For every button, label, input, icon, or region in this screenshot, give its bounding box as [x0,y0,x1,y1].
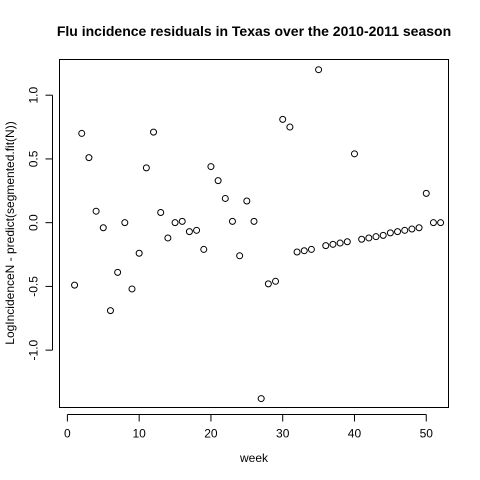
data-point [336,239,344,247]
x-tick-label: 10 [132,427,146,441]
data-point [358,235,366,243]
data-point [401,226,409,234]
data-point [300,247,308,255]
data-point [365,234,373,242]
data-point [315,66,323,74]
data-point [150,128,158,136]
data-point [236,252,244,260]
data-point [164,234,172,242]
data-point [307,245,315,253]
data-point [207,163,215,171]
y-tick-label: -0.5 [27,276,41,297]
plot-area-border [59,59,449,408]
x-tick-label: 20 [204,427,218,441]
data-point [142,164,150,172]
data-point [71,281,79,289]
data-point [171,219,179,227]
data-point [386,229,394,237]
data-point [286,123,294,131]
x-tick-label: 0 [64,427,71,441]
data-point [322,242,330,250]
data-point [228,217,236,225]
data-point [106,307,114,315]
data-point [99,224,107,232]
data-point [157,208,165,216]
data-point [200,245,208,253]
x-tick-label: 30 [276,427,290,441]
data-point [437,219,445,227]
y-tick-label: 0.0 [27,214,41,231]
data-point [214,177,222,185]
data-point [272,277,280,285]
y-tick-label: 1.0 [27,87,41,104]
y-axis: -1.0 -0.5 0.0 0.5 1.0 [27,87,53,360]
data-point [85,154,93,162]
x-tick-label: 50 [420,427,434,441]
data-point [422,189,430,197]
data-point [193,226,201,234]
x-axis-label: week [239,451,269,465]
y-axis-label: LogIncidenceN - predict(segmented.fit(N)… [3,121,17,344]
data-points [71,66,445,403]
data-point [343,238,351,246]
data-point [257,395,265,403]
data-point [415,224,423,232]
data-point [243,197,251,205]
data-point [264,280,272,288]
x-axis: 0 10 20 30 40 50 [64,414,434,441]
x-tick-label: 40 [348,427,362,441]
data-point [293,248,301,256]
data-point [114,268,122,276]
data-point [394,228,402,236]
data-point [329,240,337,248]
data-point [408,225,416,233]
data-point [178,217,186,225]
data-point [121,219,129,227]
y-tick-label: -1.0 [27,339,41,360]
data-point [379,231,387,239]
data-point [92,207,100,215]
data-point [135,249,143,257]
data-point [372,233,380,241]
y-tick-label: 0.5 [27,150,41,167]
data-point [185,228,193,236]
data-point [78,129,86,137]
data-point [429,219,437,227]
data-point [250,217,258,225]
data-point [350,150,358,158]
chart-title: Flu incidence residuals in Texas over th… [57,23,451,39]
data-point [279,115,287,123]
data-point [221,194,229,202]
data-point [128,285,136,293]
